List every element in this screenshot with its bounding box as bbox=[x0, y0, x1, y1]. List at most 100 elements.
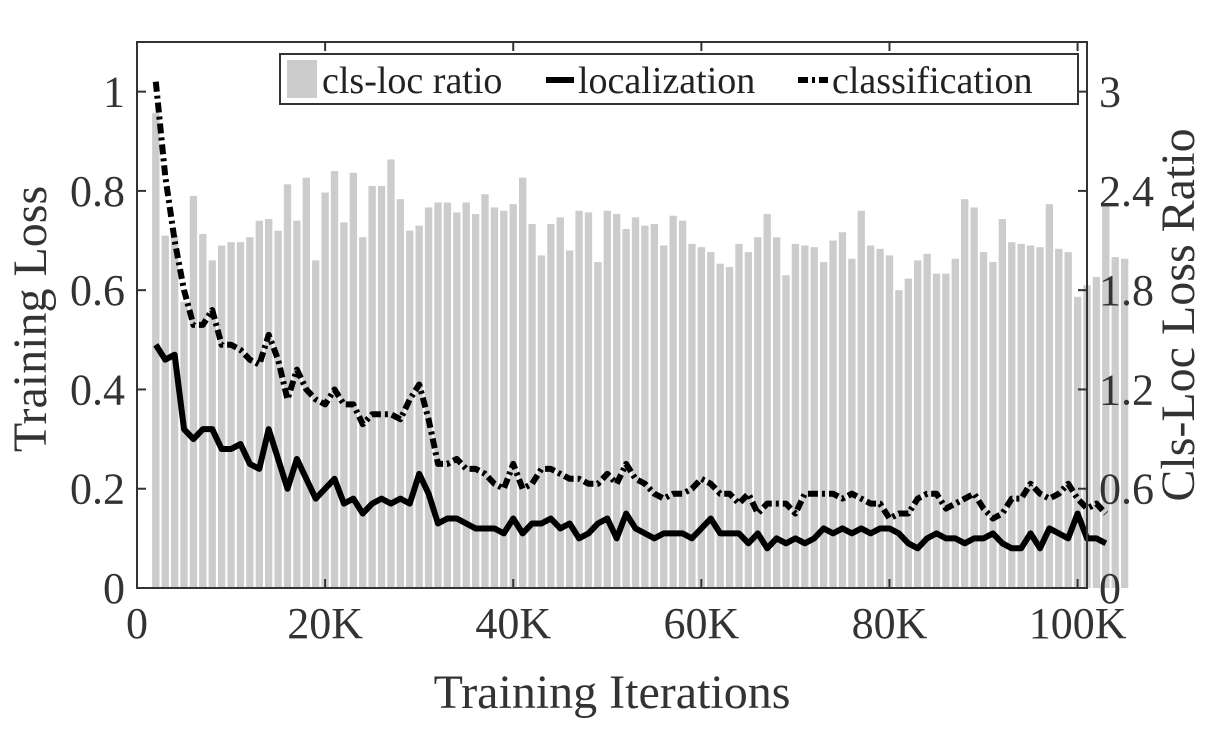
x-tick-label: 40K bbox=[475, 599, 551, 648]
y-left-tick-label: 0.4 bbox=[70, 365, 125, 414]
ratio-bar bbox=[340, 222, 348, 588]
ratio-bar bbox=[283, 184, 292, 589]
ratio-bar bbox=[387, 159, 395, 588]
ratio-bar bbox=[923, 253, 931, 588]
ratio-bar bbox=[359, 237, 367, 589]
ratio-bar bbox=[904, 278, 912, 588]
ratio-bar bbox=[217, 245, 226, 588]
x-tick-label: 20K bbox=[287, 599, 363, 648]
ratio-bar bbox=[763, 214, 771, 588]
ratio-bar bbox=[1045, 204, 1054, 588]
ratio-bar bbox=[669, 215, 677, 589]
ratio-bar bbox=[660, 245, 668, 588]
ratio-bar bbox=[857, 210, 865, 588]
y-right-tick-label: 1.2 bbox=[1099, 365, 1154, 414]
ratio-bar bbox=[791, 243, 800, 588]
ratio-bar bbox=[547, 224, 555, 588]
ratio-bar bbox=[867, 245, 875, 588]
ratio-bar bbox=[236, 242, 245, 588]
ratio-bar bbox=[782, 275, 790, 588]
ratio-bar bbox=[688, 243, 696, 588]
ratio-bar bbox=[725, 267, 734, 588]
legend: cls-loc ratio localization classificatio… bbox=[279, 53, 1079, 105]
ratio-bar bbox=[246, 237, 254, 589]
ratio-bar bbox=[575, 210, 583, 588]
ratio-bar bbox=[678, 220, 687, 588]
ratio-bar bbox=[801, 245, 809, 588]
ratio-bar bbox=[265, 219, 273, 589]
ratio-bar bbox=[932, 273, 941, 588]
ratio-bar bbox=[434, 202, 442, 589]
ratio-bar bbox=[631, 217, 640, 588]
ratio-bar bbox=[330, 171, 339, 589]
ratio-bar bbox=[810, 247, 818, 588]
ratio-bar bbox=[1036, 247, 1044, 588]
loss-lines-group bbox=[152, 81, 1108, 552]
ratio-bar bbox=[509, 204, 517, 588]
y-left-tick-label: 0.2 bbox=[70, 465, 125, 514]
ratio-bar bbox=[622, 228, 630, 588]
ratio-bar bbox=[1026, 245, 1035, 588]
x-tick-label: 0 bbox=[126, 599, 148, 648]
ratio-bar bbox=[848, 258, 856, 588]
ratio-bar bbox=[650, 224, 658, 588]
ratio-bar bbox=[180, 301, 188, 588]
legend-label-localization: localization bbox=[578, 60, 755, 102]
x-tick-label: 100K bbox=[1029, 599, 1127, 648]
ratio-bar bbox=[321, 192, 329, 588]
ratio-bar bbox=[500, 210, 508, 588]
y-left-tick-label: 1 bbox=[103, 68, 125, 117]
ratio-bar bbox=[594, 262, 602, 588]
ratio-bar bbox=[1008, 242, 1016, 588]
ratio-bar bbox=[716, 263, 724, 588]
ratio-bar bbox=[1120, 258, 1129, 588]
ratio-bar bbox=[293, 220, 301, 588]
legend-label-classification: classification bbox=[832, 60, 1032, 102]
legend-label-cls-loc-ratio: cls-loc ratio bbox=[322, 60, 502, 102]
ratio-bar bbox=[1102, 205, 1110, 589]
ratio-bar bbox=[998, 219, 1007, 589]
ratio-bar bbox=[603, 210, 611, 588]
ratio-bar bbox=[189, 195, 198, 588]
ratio-bar bbox=[1092, 276, 1101, 588]
ratio-bar bbox=[312, 260, 320, 588]
ratio-bar bbox=[443, 202, 452, 589]
ratio-bar bbox=[415, 225, 423, 588]
ratio-bar bbox=[406, 230, 414, 588]
y-axis-left-title: Training Loss bbox=[4, 186, 57, 452]
ratio-bar bbox=[754, 237, 762, 589]
ratio-bar bbox=[1055, 248, 1063, 588]
ratio-bar bbox=[914, 260, 922, 588]
classification-line bbox=[152, 81, 1108, 522]
ratio-bar bbox=[556, 217, 564, 588]
ratio-bar bbox=[961, 199, 969, 588]
ratio-bar bbox=[979, 252, 988, 588]
y-left-tick-label: 0.6 bbox=[70, 266, 125, 315]
ratio-bar bbox=[199, 233, 207, 588]
ratio-bar bbox=[566, 250, 574, 588]
y-axis-right-title: Cls-Loc Loss Ratio bbox=[1152, 128, 1205, 501]
ratio-bar bbox=[528, 224, 536, 588]
y-right-tick-label: 3 bbox=[1099, 68, 1121, 117]
ratio-bar bbox=[1064, 252, 1072, 588]
ratio-bar bbox=[895, 290, 903, 588]
plot-frame bbox=[136, 41, 1088, 589]
ratio-bar bbox=[876, 248, 884, 588]
tick-marks-group bbox=[136, 42, 1087, 589]
ratio-bar bbox=[838, 232, 847, 588]
ratio-bar bbox=[819, 262, 828, 588]
ratio-bar bbox=[368, 185, 376, 588]
ratio-bar bbox=[255, 220, 263, 588]
ratio-bar bbox=[707, 252, 715, 588]
ratio-bar bbox=[396, 199, 405, 588]
ratio-bar bbox=[697, 247, 706, 588]
tick-labels-group: 0 20K 40K 60K 80K 100K00.20.40.60.8100.61.21.… bbox=[70, 68, 1154, 648]
ratio-bar bbox=[641, 225, 649, 588]
ratio-bar bbox=[453, 212, 461, 589]
x-tick-label: 60K bbox=[663, 599, 739, 648]
ratio-bar bbox=[942, 273, 950, 588]
y-right-tick-label: 0.6 bbox=[1099, 465, 1154, 514]
ratio-bar bbox=[274, 230, 282, 588]
